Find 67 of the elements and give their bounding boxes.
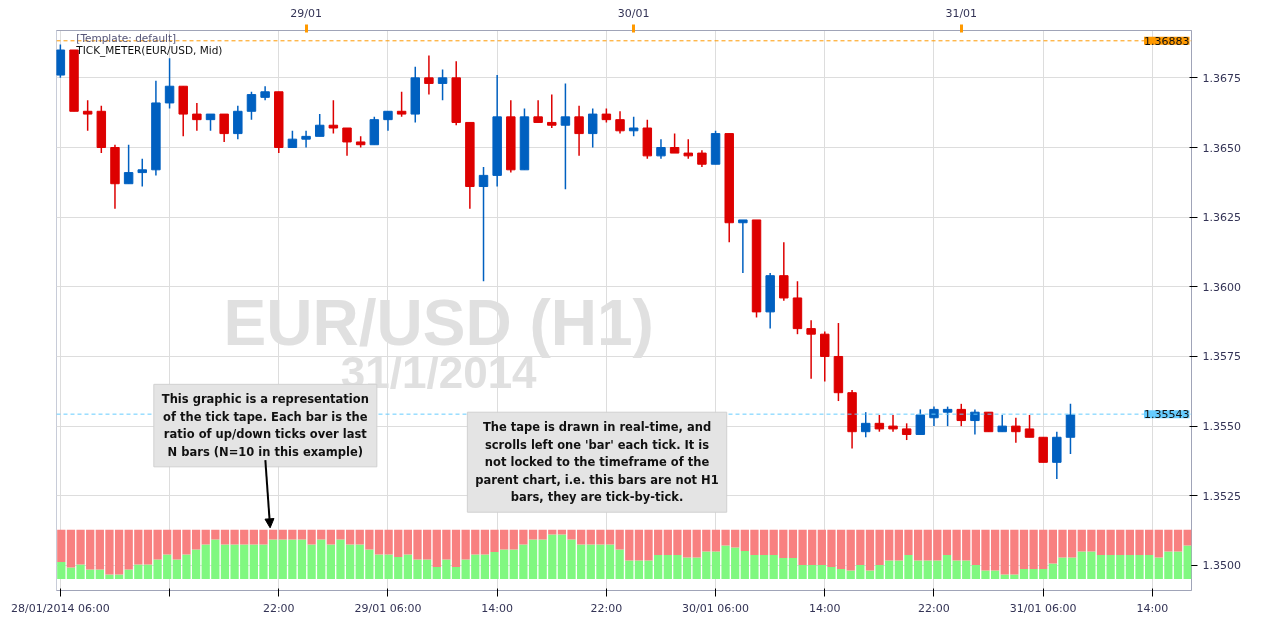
candlestick [233, 104, 243, 140]
ref-line-label: 1.36883 [1144, 34, 1190, 48]
candlestick [137, 157, 147, 188]
candlestick [82, 99, 93, 132]
x-tick-label: 22:00 [918, 601, 950, 615]
candlestick [683, 138, 693, 160]
ref-line-label: 1.35543 [1144, 408, 1190, 422]
candlestick [533, 99, 543, 124]
bar [57, 529, 66, 562]
y-tick-label: 1.3600 [1202, 280, 1241, 294]
x2-tick-label: 29/01 [290, 6, 322, 20]
candlestick [219, 113, 229, 143]
candlestick [820, 330, 830, 383]
y-tick-label: 1.3525 [1202, 489, 1241, 503]
candlestick [915, 408, 926, 436]
annotation: The tape is drawn in real-time, and scrolls left one 'bar' each tick. It is not locked to the timeframe of the parent chart, i.e. this bars are not H1 bars, they are tick-by-tick. [475, 420, 719, 505]
candlestick [1065, 403, 1076, 455]
candlestick [656, 138, 666, 160]
candlestick [301, 130, 311, 149]
candlestick [547, 93, 557, 129]
candlestick [314, 113, 325, 138]
x-tick-label: 28/01/2014 06:00 [11, 601, 110, 615]
y-tick-label: 1.3500 [1202, 559, 1241, 573]
candlestick [383, 110, 393, 132]
y-tick-label: 1.3625 [1202, 211, 1241, 225]
x-tick-label: 29/01 06:00 [354, 601, 422, 615]
candlestick [437, 68, 448, 101]
candlestick [574, 104, 584, 157]
candlestick [560, 82, 571, 191]
candlestick [806, 319, 816, 380]
x-tick-label: 14:00 [481, 601, 514, 615]
candlestick [424, 54, 434, 96]
y-tick-label: 1.3575 [1202, 350, 1241, 364]
candlestick [164, 57, 175, 110]
y-tick-label: 1.3550 [1202, 420, 1241, 434]
candlestick [396, 91, 407, 118]
candlestick [478, 166, 489, 282]
x-tick-label: 31/01 06:00 [1009, 601, 1077, 615]
candlestick [246, 91, 257, 121]
candlestick [779, 241, 789, 302]
y-tick-label: 1.3675 [1202, 71, 1241, 85]
candlestick [587, 107, 598, 149]
x-tick-label: 14:00 [808, 601, 841, 615]
candlestick [1024, 414, 1035, 439]
x-tick-label: 14:00 [1136, 601, 1169, 615]
candlestick [942, 405, 953, 427]
annotation: TICK_METER(EUR/USD, Mid) [75, 44, 223, 58]
candlestick [888, 414, 898, 433]
x-tick-label: 22:00 [590, 601, 623, 615]
candlestick [342, 127, 352, 157]
x2-tick-label: 30/01 [617, 6, 650, 20]
candlestick [860, 411, 871, 439]
candlestick [123, 143, 134, 185]
candlestick [738, 219, 748, 274]
x2-tick-label: 31/01 [945, 6, 978, 20]
candlestick [970, 408, 980, 436]
candlestick [628, 116, 639, 138]
x-tick-label: 30/01 06:00 [682, 601, 750, 615]
annotation: [Template: default] [76, 31, 177, 44]
candlestick [1011, 417, 1021, 444]
candlestick [328, 99, 339, 135]
bar [57, 562, 66, 579]
y-tick-label: 1.3650 [1202, 141, 1241, 155]
candlestick [192, 102, 202, 132]
candlestick [669, 132, 680, 154]
x-tick-label: 22:00 [262, 601, 295, 615]
candlestick [615, 110, 625, 135]
